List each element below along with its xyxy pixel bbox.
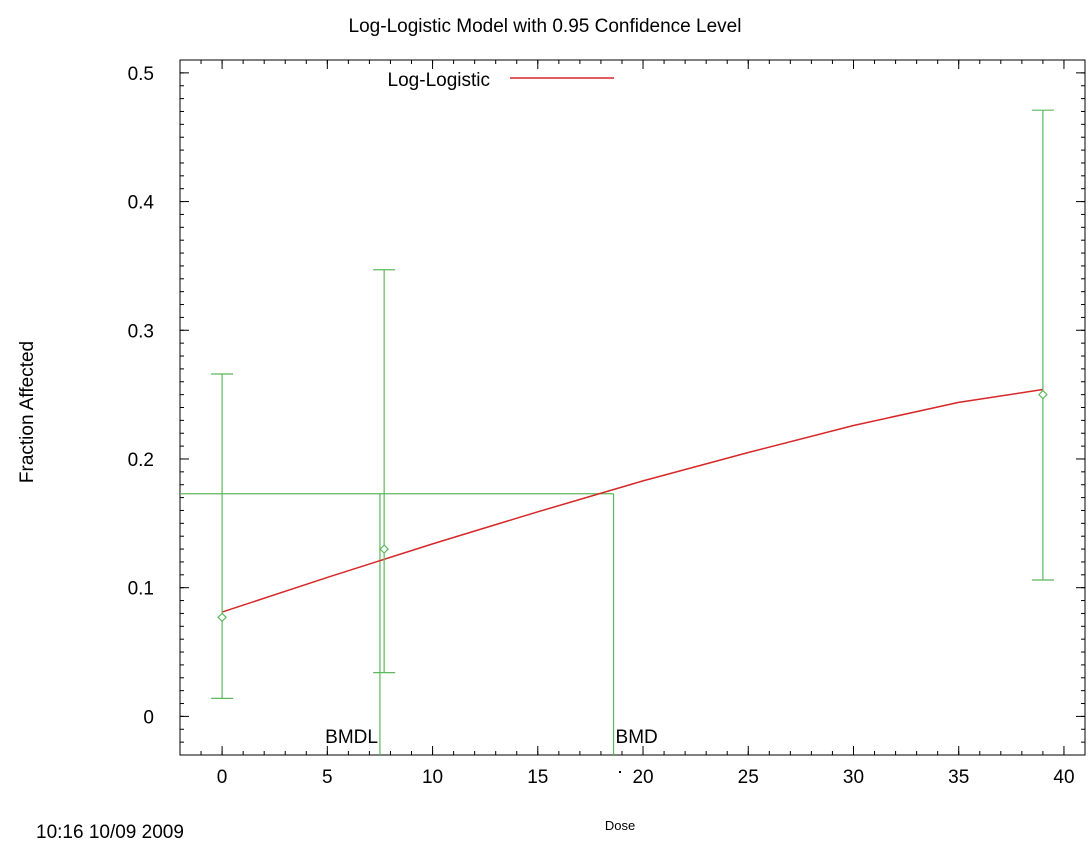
y-tick-label: 0.4 xyxy=(128,193,155,214)
x-tick-label: 30 xyxy=(843,767,864,788)
bmdl-label: BMDL xyxy=(325,727,378,748)
x-tick-label: 5 xyxy=(322,767,333,788)
x-tick-label: 0 xyxy=(217,767,228,788)
x-tick-label: 10 xyxy=(422,767,443,788)
y-tick-label: 0.2 xyxy=(128,450,154,471)
data-point xyxy=(379,544,389,554)
plot-area: 0 5 10 15 20 25 30 35 40 0 0.1 0.2 0.3 0.4 0.5 BMDL BMD L… xyxy=(128,59,1086,788)
x-tick-label: 40 xyxy=(1053,767,1074,788)
chart-title: Log-Logistic Model with 0.95 Confidence … xyxy=(348,16,742,37)
y-tick-label: 0.3 xyxy=(128,321,154,342)
bmd-label: BMD xyxy=(616,727,658,748)
data-point xyxy=(1038,389,1048,400)
y-tick-label: 0.1 xyxy=(128,579,154,600)
model-curve-line xyxy=(221,388,1044,613)
x-axis-dot-mark xyxy=(619,771,621,773)
data-point xyxy=(217,612,227,623)
x-axis-label: Dose xyxy=(604,818,636,833)
x-tick-label: 25 xyxy=(738,767,759,788)
legend-label: Log-Logistic xyxy=(388,70,490,91)
plot-frame xyxy=(179,59,1086,756)
x-tick-label: 20 xyxy=(632,767,653,788)
timestamp: 10:16 10/09 2009 xyxy=(36,822,184,843)
x-tick-label: 35 xyxy=(948,767,969,788)
x-tick-label: 15 xyxy=(527,767,548,788)
y-tick-label: 0 xyxy=(143,707,154,728)
y-tick-label: 0.5 xyxy=(128,64,154,85)
